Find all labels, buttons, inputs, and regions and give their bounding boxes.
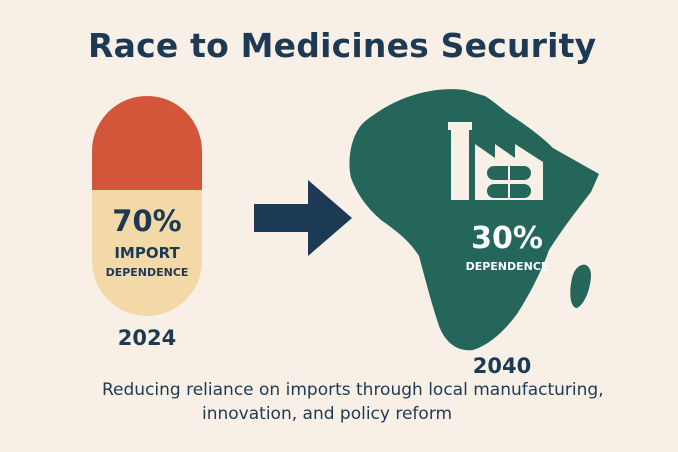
caption: Reducing reliance on imports through loc… [102,378,662,426]
page-title: Race to Medicines Security [88,26,597,65]
year-2040: 2040 [472,354,532,378]
caption-line-2: innovation, and policy reform [202,404,453,424]
africa-map-icon [349,89,599,351]
pill-bottom-half [92,190,202,316]
dependence-label: DEPENDENCE [105,266,189,279]
year-2024: 2024 [117,326,177,350]
dependence-percent-2040: 30% [471,221,543,256]
dependence-label-2040: DEPENDENCE [465,260,549,273]
madagascar-shape [570,264,591,308]
import-label: IMPORT [114,244,180,262]
pill-top-half [92,96,202,190]
caption-line-1: Reducing reliance on imports through loc… [102,380,604,400]
import-percent: 70% [112,204,182,238]
pill-capsule-icon: 70% IMPORT DEPENDENCE [92,96,202,316]
factory-icon [448,122,543,200]
arrow-right-icon [254,180,352,256]
